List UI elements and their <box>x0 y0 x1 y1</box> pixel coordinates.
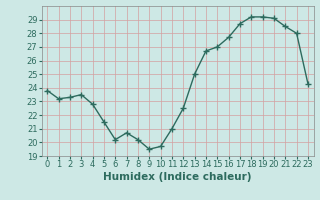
X-axis label: Humidex (Indice chaleur): Humidex (Indice chaleur) <box>103 172 252 182</box>
